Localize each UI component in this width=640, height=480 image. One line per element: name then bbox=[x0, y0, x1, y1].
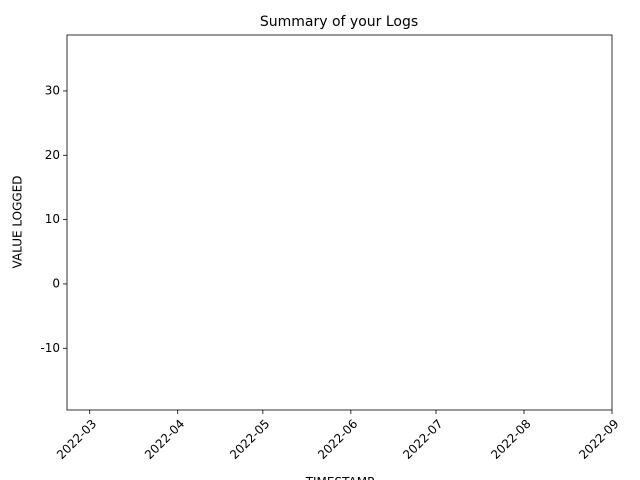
x-tick-label: 2022-07 bbox=[400, 417, 445, 462]
y-axis-label: VALUE LOGGED bbox=[11, 175, 25, 268]
chart-title: Summary of your Logs bbox=[260, 14, 418, 30]
x-tick-label: 2022-04 bbox=[142, 417, 187, 462]
x-tick-label: 2022-06 bbox=[315, 417, 360, 462]
plot-frame bbox=[66, 34, 613, 411]
y-tick-label: -10 bbox=[40, 341, 60, 355]
y-tick-label: 0 bbox=[52, 276, 60, 290]
x-tick-label: 2022-03 bbox=[54, 417, 99, 462]
x-axis-label: TIMESTAMP bbox=[305, 475, 375, 480]
y-tick-label: 30 bbox=[45, 83, 60, 97]
y-tick-label: 10 bbox=[45, 212, 60, 226]
y-tick-label: 20 bbox=[45, 148, 60, 162]
x-tick-label: 2022-09 bbox=[576, 417, 621, 462]
x-tick-label: 2022-05 bbox=[227, 417, 272, 462]
x-tick-label: 2022-08 bbox=[488, 417, 533, 462]
